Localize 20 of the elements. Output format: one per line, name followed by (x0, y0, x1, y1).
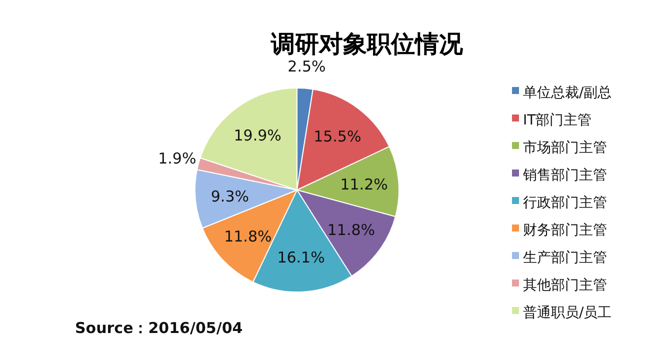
legend-label: 生产部门主管 (523, 250, 607, 266)
data-label: 16.1% (277, 248, 325, 266)
legend-label: 其他部门主管 (523, 277, 607, 294)
data-label: 11.2% (340, 175, 388, 194)
data-label: 1.9% (158, 149, 196, 168)
legend-label: 单位总裁/副总 (523, 84, 612, 101)
data-label: 11.8% (224, 227, 272, 246)
source-note: Source：2016/05/04 (75, 319, 243, 337)
data-label: 19.9% (234, 126, 282, 145)
chart-title: 调研对象职位情况 (270, 30, 464, 58)
legend-label: 行政部门主管 (523, 194, 607, 211)
legend-label: 市场部门主管 (523, 140, 607, 156)
legend-label: 财务部门主管 (523, 222, 607, 238)
legend-label: 普通职员/员工 (523, 304, 612, 321)
legend-label: 销售部门主管 (522, 167, 607, 184)
data-label: 15.5% (314, 127, 362, 146)
data-label: 11.8% (327, 221, 376, 240)
legend-label: IT部门主管 (523, 112, 592, 128)
data-label: 2.5% (288, 58, 326, 76)
data-label: 9.3% (210, 187, 250, 206)
